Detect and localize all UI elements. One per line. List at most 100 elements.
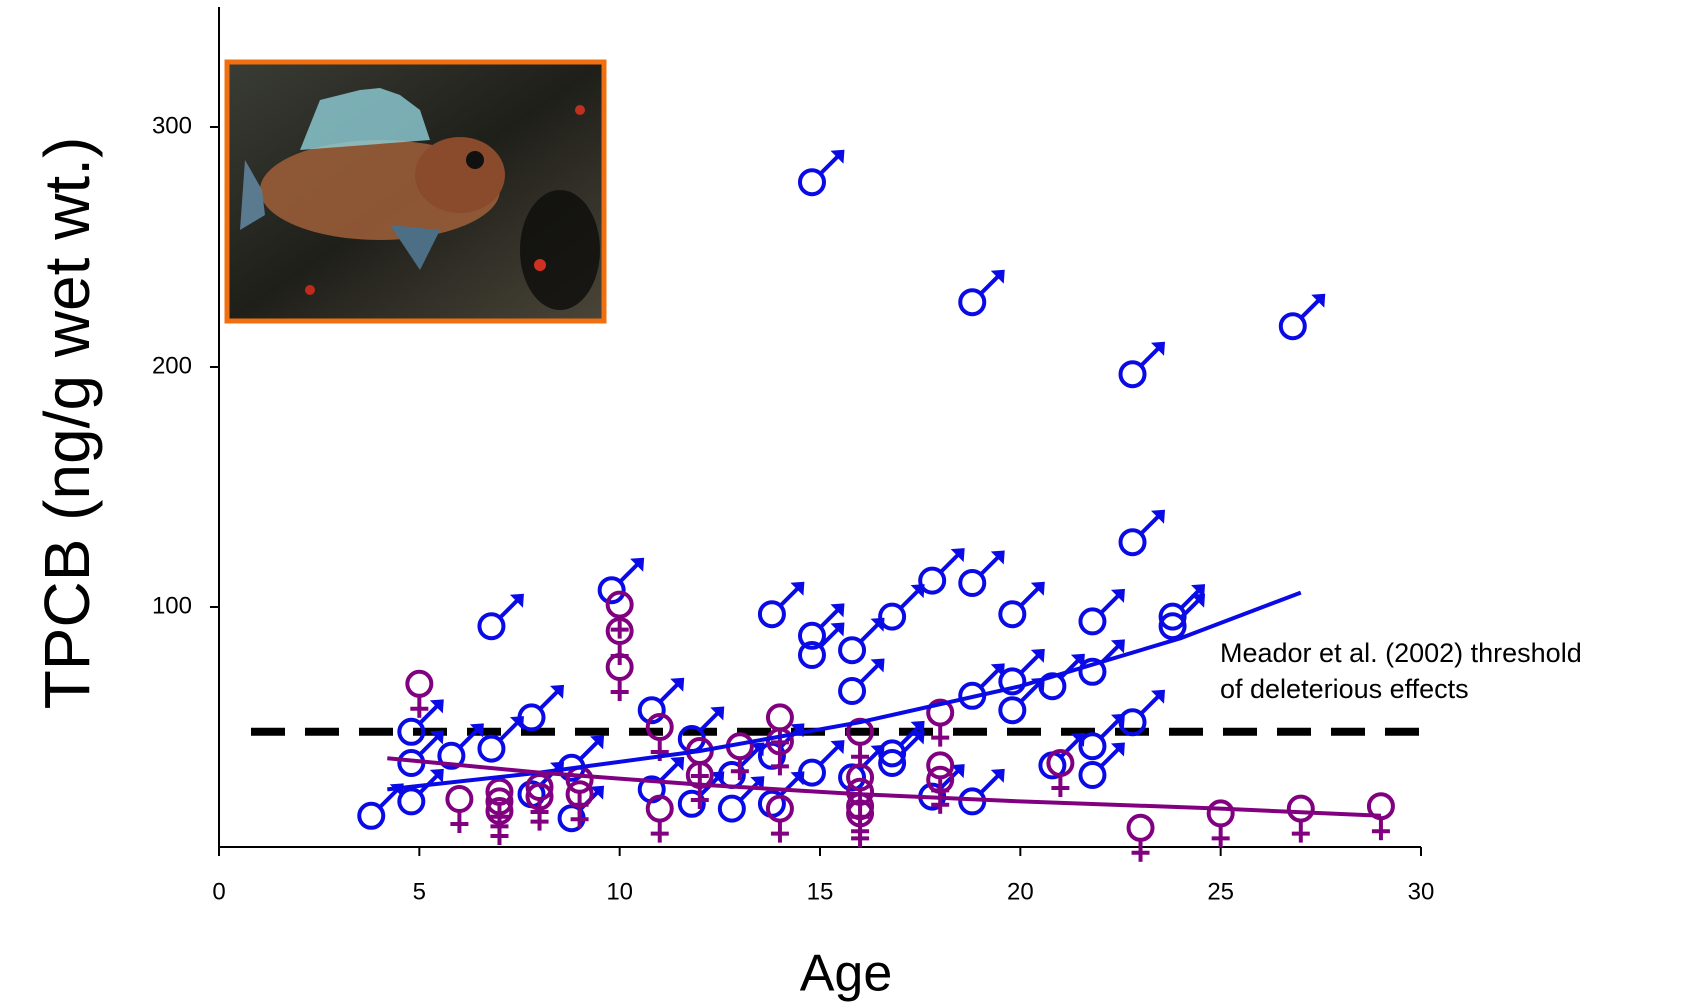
male-circle — [717, 794, 746, 823]
female-point — [565, 780, 594, 829]
male-point — [1118, 341, 1166, 389]
y-tick-label: 200 — [152, 352, 192, 379]
male-arrow-head — [1110, 588, 1125, 603]
male-circle — [998, 667, 1027, 696]
male-point — [477, 716, 524, 763]
female-point — [605, 653, 634, 701]
male-circle — [838, 677, 867, 705]
y-tick-label: 100 — [152, 592, 192, 619]
male-arrow-head — [1151, 509, 1166, 524]
male-arrow-head — [429, 730, 444, 745]
x-tick-label: 10 — [606, 878, 633, 905]
female-circle — [445, 785, 474, 813]
male-point — [998, 648, 1045, 696]
male-circle — [1078, 657, 1107, 686]
female-circle — [1286, 794, 1315, 823]
male-circle — [878, 749, 907, 777]
male-circle — [838, 763, 867, 792]
male-arrow-head — [630, 557, 645, 572]
male-circle — [1038, 672, 1067, 701]
male-point — [637, 677, 685, 725]
male-circle — [1118, 528, 1147, 557]
male-point — [517, 684, 565, 732]
female-circle — [1206, 799, 1235, 828]
y-tick-label: 300 — [152, 112, 192, 139]
female-point — [765, 794, 794, 843]
male-point — [1078, 742, 1125, 789]
male-circle — [797, 758, 826, 787]
male-circle — [477, 612, 506, 641]
male-point — [797, 603, 845, 650]
male-point — [1038, 732, 1085, 780]
x-tick-label: 30 — [1408, 878, 1435, 905]
female-point — [645, 794, 674, 843]
male-circle — [1078, 732, 1107, 761]
male-circle — [1078, 607, 1107, 636]
male-point — [838, 617, 885, 665]
male-arrow-head — [1191, 593, 1206, 608]
male-point — [878, 584, 925, 631]
male-arrow-head — [990, 269, 1005, 284]
y-axis-label: TPCB (ng/g wet wt.) — [31, 137, 103, 710]
female-circle — [765, 703, 794, 732]
male-circle — [797, 641, 826, 669]
annotation: of deleterious effects — [1220, 674, 1469, 704]
female-point — [765, 727, 794, 776]
female-point — [1046, 749, 1075, 797]
male-point — [958, 550, 1005, 597]
male-point — [757, 581, 805, 629]
female-point — [1286, 794, 1315, 843]
female-point — [445, 785, 474, 833]
male-point — [1038, 653, 1085, 701]
male-circle — [1078, 761, 1107, 789]
male-circle — [797, 621, 826, 650]
male-circle — [757, 600, 786, 629]
photo — [224, 59, 607, 324]
male-circle — [517, 703, 546, 732]
male-circle — [397, 787, 426, 816]
x-tick-label: 20 — [1007, 878, 1034, 905]
female-point — [846, 799, 875, 848]
male-circle — [437, 741, 466, 770]
male-circle — [637, 696, 666, 725]
male-point — [797, 149, 845, 197]
female-point — [1126, 813, 1155, 862]
male-arrow-head — [1151, 689, 1166, 704]
male-circle — [597, 576, 626, 605]
female-point — [1366, 792, 1395, 841]
male-arrow-head — [830, 622, 845, 637]
male-point — [958, 663, 1005, 710]
male-arrow-head — [590, 735, 605, 750]
male-point — [838, 658, 885, 705]
male-point — [1118, 509, 1166, 557]
male-point — [1158, 593, 1206, 641]
male-arrow-head — [1030, 581, 1045, 596]
male-arrow-head — [870, 658, 885, 673]
male-arrow-head — [509, 593, 524, 608]
male-arrow-head — [550, 684, 565, 699]
male-circle — [1158, 612, 1187, 641]
male-point — [998, 581, 1045, 629]
male-point — [1078, 588, 1125, 636]
male-arrow-head — [990, 768, 1005, 783]
male-point — [437, 723, 484, 770]
male-arrow-head — [590, 785, 605, 800]
male-circle — [998, 696, 1027, 725]
male-point — [597, 557, 645, 605]
x-tick-label: 0 — [212, 878, 225, 905]
x-tick-label: 15 — [807, 878, 834, 905]
male-arrow-head — [429, 768, 444, 783]
male-point — [1118, 689, 1166, 737]
male-point — [1278, 293, 1326, 341]
female-point — [846, 717, 875, 766]
male-arrow-head — [990, 550, 1005, 565]
male-circle — [797, 168, 826, 197]
male-circle — [838, 636, 867, 665]
male-circle — [918, 566, 947, 595]
male-circle — [958, 288, 987, 317]
male-circle — [998, 600, 1027, 629]
male-arrow-head — [429, 699, 444, 714]
male-arrow-head — [469, 723, 484, 738]
male-arrow-head — [1311, 293, 1326, 308]
